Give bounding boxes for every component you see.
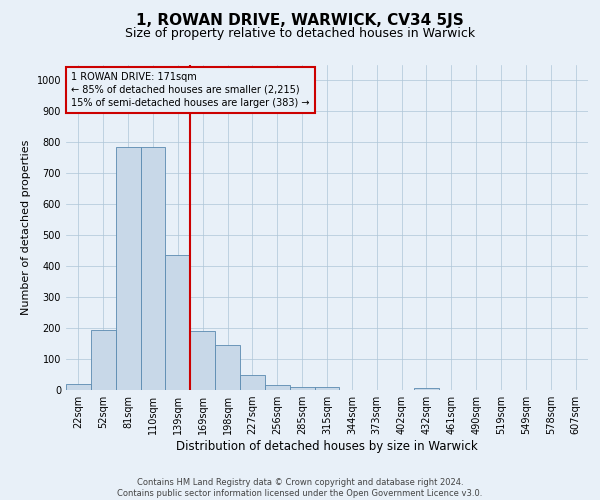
Bar [290,387,314,390]
Bar [140,147,166,390]
Y-axis label: Number of detached properties: Number of detached properties [21,140,31,315]
Bar [265,386,290,390]
Text: Contains HM Land Registry data © Crown copyright and database right 2024.
Contai: Contains HM Land Registry data © Crown c… [118,478,482,498]
Bar [66,384,91,390]
Bar [314,387,340,390]
Bar [240,374,265,390]
X-axis label: Distribution of detached houses by size in Warwick: Distribution of detached houses by size … [176,440,478,453]
Text: 1 ROWAN DRIVE: 171sqm
← 85% of detached houses are smaller (2,215)
15% of semi-d: 1 ROWAN DRIVE: 171sqm ← 85% of detached … [71,72,310,108]
Text: Size of property relative to detached houses in Warwick: Size of property relative to detached ho… [125,28,475,40]
Bar [91,330,116,390]
Bar [116,147,140,390]
Bar [215,345,240,390]
Text: 1, ROWAN DRIVE, WARWICK, CV34 5JS: 1, ROWAN DRIVE, WARWICK, CV34 5JS [136,12,464,28]
Bar [414,388,439,390]
Bar [190,331,215,390]
Bar [166,256,190,390]
